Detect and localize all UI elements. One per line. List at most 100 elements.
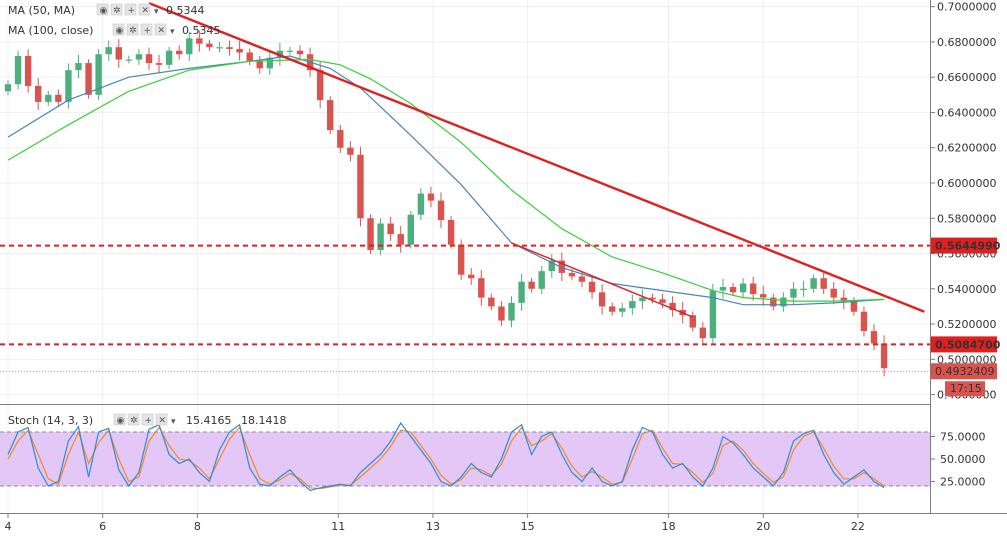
candle [749,276,757,301]
candle-body [367,218,374,250]
candle [659,294,666,309]
candle-body [75,63,82,71]
candle-body [85,63,92,95]
candle [397,226,404,253]
candle-body [196,38,203,44]
candle-body [125,59,133,61]
candle-body [35,85,42,102]
chevron-down-icon[interactable]: ▾ [171,417,176,427]
close-icon[interactable] [154,23,167,36]
candle-body [830,288,837,298]
chevron-down-icon[interactable]: ▾ [154,7,159,17]
candle [115,39,122,68]
eye-icon[interactable] [113,413,126,426]
stoch-band [0,432,930,486]
candle-body [568,272,576,277]
candle [256,56,263,74]
candle-body [95,54,102,95]
candle-body [760,294,767,298]
price-axis-tags: 0.5644990 0.5084700 0.4932409 17:15 [931,237,1001,397]
plus-icon[interactable] [140,23,153,36]
candle-body [437,200,445,221]
eye-icon[interactable] [96,3,109,16]
candle-body [598,292,606,307]
candle [437,192,445,229]
candle-body [4,84,12,92]
candle-body [548,260,555,272]
eye-icon[interactable] [112,23,125,36]
candle-body [216,47,223,49]
close-icon[interactable] [155,413,168,426]
candle-body [488,297,495,307]
candles [4,30,888,377]
candle-body [588,281,596,293]
candle-body [296,50,304,55]
ma-100-legend[interactable]: MA (100, close) ◉ ✲ + ✕ ▾ 0.5345 [8,23,221,37]
candle-body [165,50,173,65]
candle [357,146,364,227]
ma-100-legend-value: 0.5345 [182,24,221,37]
countdown-tag-label: 17:15 [950,382,982,395]
candle [770,293,777,311]
candle-body [780,297,787,307]
candle [125,55,133,64]
candle-body [870,331,878,344]
candle-body [619,308,626,312]
last-price-tag: 0.4932409 [931,363,997,380]
price-tick-label: 0.5400000 [937,283,997,296]
candle-body [407,214,414,245]
time-axis[interactable] [0,514,931,536]
candle-body [14,56,22,85]
candle-body [629,301,636,309]
gear-icon[interactable] [126,23,139,36]
candle-body [649,297,656,300]
ma-100-legend-label: MA (100, close) [8,24,93,37]
close-icon-glyph: ✕ [158,26,166,36]
stoch-legend-buttons[interactable]: ◉ ✲ + ✕ ▾ [113,413,176,427]
candle [598,284,606,315]
candle [669,296,676,317]
candle-body [498,306,505,321]
level-lines [0,244,930,346]
candle-body [860,311,868,332]
close-icon[interactable] [138,3,151,16]
ma-100-line [7,55,885,306]
candle [588,275,596,300]
trendlines [148,2,925,318]
ma-50-legend-buttons[interactable]: ◉ ✲ + ✕ ▾ [96,3,159,17]
candle [518,273,525,312]
candle [226,40,233,56]
ma-100-legend-buttons[interactable]: ◉ ✲ + ✕ ▾ [112,23,175,37]
candle-body [457,244,465,275]
gear-icon[interactable] [127,413,140,426]
candle-body [719,287,727,291]
stoch-legend[interactable]: Stoch (14, 3, 3) ◉ ✲ + ✕ ▾ 15.4165 18.14… [8,413,287,427]
candle [45,90,52,106]
gear-icon-glyph: ✲ [113,6,121,16]
trendline [148,2,925,313]
candle-body [357,154,364,219]
ma-50-legend[interactable]: MA (50, MA) ◉ ✲ + ✕ ▾ 0.5344 [8,3,205,17]
close-icon-glyph: ✕ [142,6,150,16]
candle [629,294,636,315]
plus-icon[interactable] [124,3,137,16]
price-axis[interactable] [931,0,1007,513]
price-tick-label: 0.6000000 [937,177,997,190]
candle-body [810,278,817,289]
candle-body [417,193,425,215]
candle-body [609,306,616,312]
chevron-down-icon[interactable]: ▾ [170,27,175,37]
candle [95,48,102,101]
ma-50-legend-value: 0.5344 [166,4,205,17]
main-pane[interactable] [0,0,930,403]
plus-icon[interactable] [141,413,154,426]
gear-icon[interactable] [110,3,123,16]
candle-body [790,288,797,298]
candle [196,30,203,52]
candle-body [850,301,858,312]
gear-icon-glyph: ✲ [130,416,138,426]
trendline [511,242,694,318]
level-tag: 0.5644990 [931,237,1001,254]
candle [558,252,566,282]
